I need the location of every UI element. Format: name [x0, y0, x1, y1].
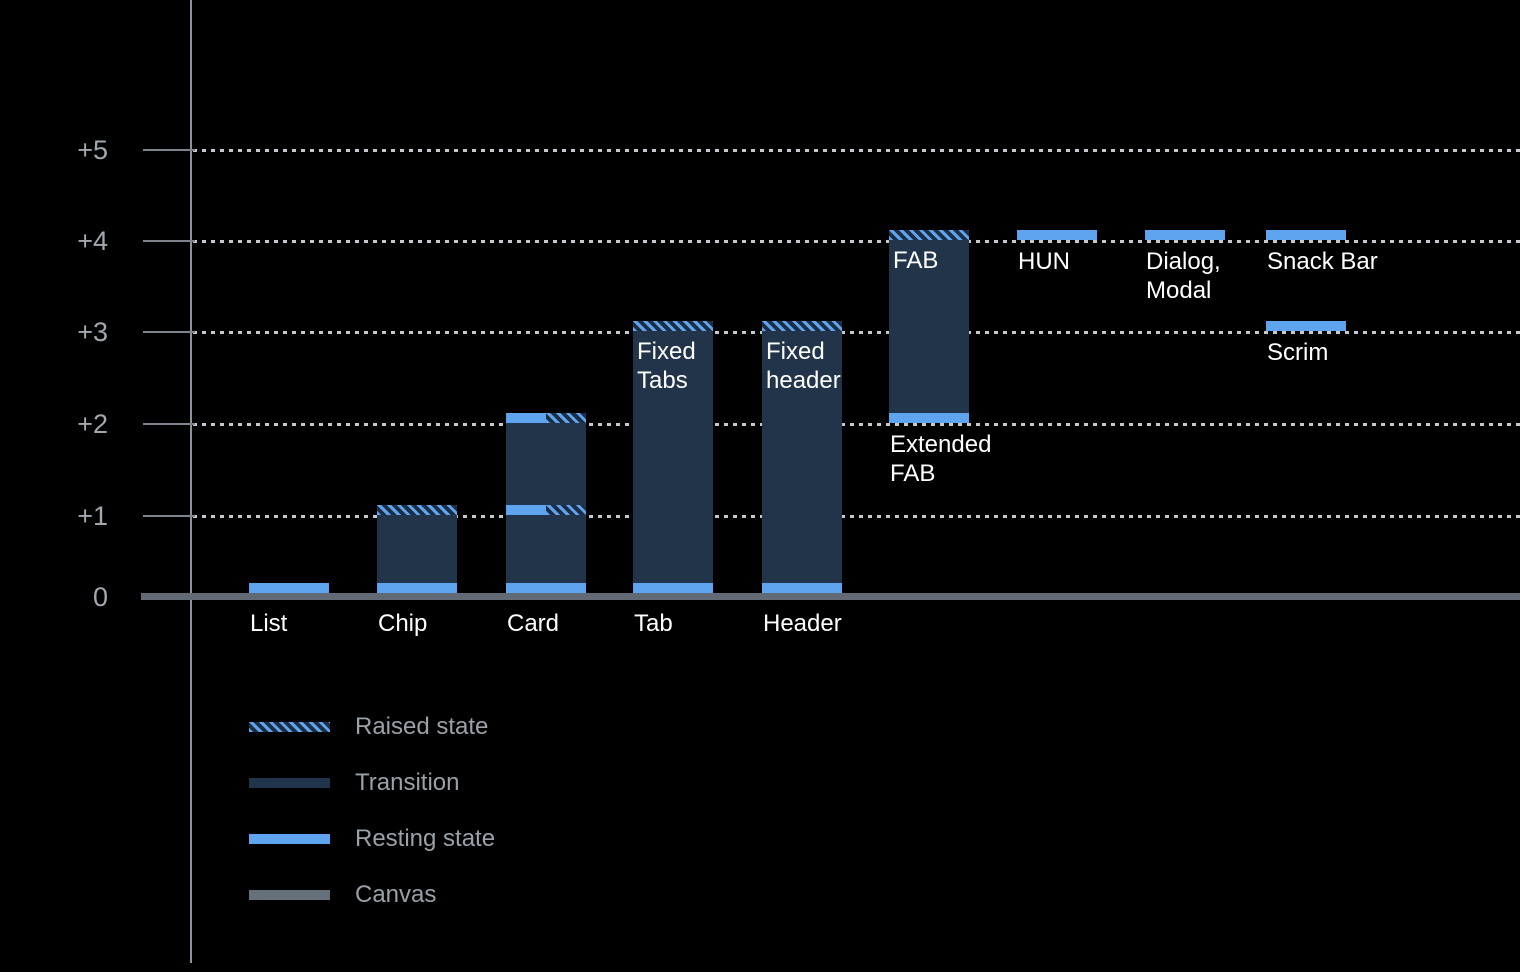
- legend-row-gray: Canvas: [249, 881, 495, 909]
- gridline-plus1: [193, 515, 1520, 518]
- transition-segment-extended-fab: [889, 240, 969, 423]
- y-axis-label-5: +5: [77, 135, 108, 165]
- legend-label-dark: Transition: [355, 769, 460, 796]
- component-label-list: List: [250, 610, 288, 637]
- transition-segment-header: [762, 331, 842, 593]
- legend-swatch-gray-icon: [249, 890, 330, 900]
- raised-band-card-l2: [546, 413, 586, 423]
- resting-band-card-l0: [506, 583, 586, 593]
- gridline-plus2: [193, 423, 1520, 426]
- legend-swatch-dark-icon: [249, 778, 330, 788]
- legend-label-hatch: Raised state: [355, 713, 489, 740]
- resting-band-extended-fab-l2: [889, 413, 969, 423]
- y-tick-plus3: [143, 331, 195, 333]
- raised-band-tab-l3: [633, 321, 713, 331]
- resting-band-dialog-modal-l4: [1145, 230, 1225, 240]
- resting-band-tab-l0: [633, 583, 713, 593]
- resting-band-card-l1: [506, 505, 546, 515]
- component-label-header: Header: [763, 610, 842, 637]
- resting-band-hun-l4: [1017, 230, 1097, 240]
- legend-row-blue: Resting state: [249, 825, 495, 853]
- resting-band-scrim-l3: [1266, 321, 1346, 331]
- resting-band-list-l0: [249, 583, 329, 593]
- y-tick-plus4: [143, 240, 195, 242]
- raised-band-extended-fab-l4: [889, 230, 969, 240]
- gridline-plus3: [193, 331, 1520, 334]
- raised-band-header-l3: [762, 321, 842, 331]
- resting-band-card-l2: [506, 413, 546, 423]
- y-axis-label-3: +3: [77, 317, 108, 347]
- y-axis-label-0: 0: [92, 582, 108, 612]
- component-label-snack-bar: Snack Bar: [1267, 248, 1378, 275]
- component-label-extended-fab: Extended FAB: [890, 431, 992, 487]
- y-axis-label-4: +4: [77, 226, 108, 256]
- resting-band-snack-bar-l4: [1266, 230, 1346, 240]
- component-label-hun: HUN: [1018, 248, 1070, 275]
- y-axis-label-1: +1: [77, 501, 108, 531]
- component-label-card: Card: [507, 610, 560, 637]
- inner-label-extended-fab: FAB: [893, 247, 939, 274]
- component-label-scrim: Scrim: [1267, 339, 1329, 366]
- gridline-plus5: [193, 149, 1520, 152]
- legend-label-gray: Canvas: [355, 881, 437, 908]
- legend-row-dark: Transition: [249, 769, 495, 797]
- y-axis-label-2: +2: [77, 409, 108, 439]
- legend-swatch-hatch-icon: [249, 722, 330, 732]
- component-label-dialog-modal: Dialog, Modal: [1146, 248, 1221, 304]
- transition-segment-tab: [633, 331, 713, 593]
- y-tick-plus1: [143, 515, 195, 517]
- raised-band-chip-l1: [377, 505, 457, 515]
- inner-label-tab: Fixed Tabs: [637, 338, 696, 394]
- legend: Raised state Transition Resting state Canva…: [249, 713, 495, 937]
- inner-label-header: Fixed header: [766, 338, 841, 394]
- transition-segment-chip: [377, 515, 457, 593]
- legend-label-blue: Resting state: [355, 825, 496, 852]
- y-tick-plus2: [143, 423, 195, 425]
- y-axis-line: [190, 0, 192, 963]
- y-tick-plus5: [143, 149, 195, 151]
- legend-row-hatch: Raised state: [249, 713, 495, 741]
- raised-band-card-l1: [546, 505, 586, 515]
- canvas-baseline: [141, 593, 1520, 600]
- component-label-tab: Tab: [634, 610, 673, 637]
- component-label-chip: Chip: [378, 610, 428, 637]
- gridline-plus4: [193, 240, 1520, 243]
- resting-band-chip-l0: [377, 583, 457, 593]
- legend-swatch-blue-icon: [249, 834, 330, 844]
- resting-band-header-l0: [762, 583, 842, 593]
